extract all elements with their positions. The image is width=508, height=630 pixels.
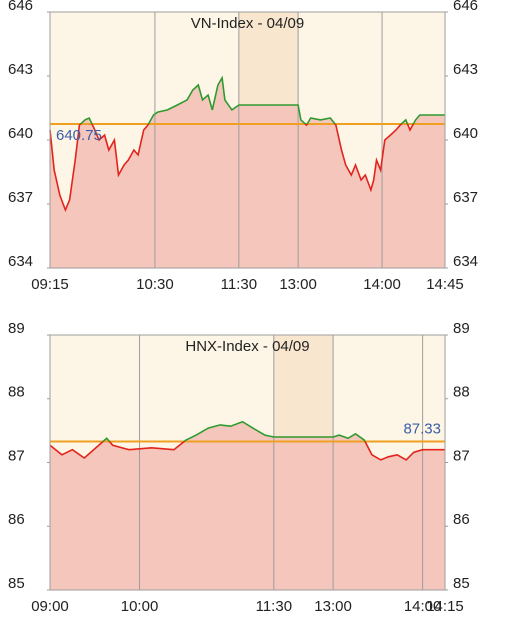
y-tick-label: 87 <box>8 447 25 464</box>
price-line <box>49 420 445 461</box>
x-tick-label: 11:30 <box>256 598 292 615</box>
y-tick-label-right: 86 <box>453 511 470 528</box>
y-tick-label: 88 <box>8 384 25 401</box>
y-tick-label-right: 87 <box>453 447 470 464</box>
y-tick-label-right: 89 <box>453 320 470 337</box>
x-tick-label: 14:15 <box>426 598 464 615</box>
y-tick-label: 89 <box>8 320 25 337</box>
x-tick-label: 09:00 <box>31 598 69 615</box>
x-tick-label: 14:00 <box>363 276 401 293</box>
reference-label: 87.33 <box>403 420 441 437</box>
y-tick-label: 637 <box>8 189 33 206</box>
chart-title: HNX-Index - 04/09 <box>185 338 309 355</box>
y-tick-label-right: 643 <box>453 61 478 78</box>
x-tick-label: 10:30 <box>136 276 174 293</box>
y-tick-label-right: 88 <box>453 384 470 401</box>
area <box>50 77 445 269</box>
y-tick-label-right: 637 <box>453 189 478 206</box>
chart-title: VN-Index - 04/09 <box>191 15 304 32</box>
x-tick-label: 09:15 <box>31 276 69 293</box>
y-tick-label-right: 646 <box>453 0 478 14</box>
x-tick-label: 10:00 <box>121 598 159 615</box>
y-tick-label-right: 85 <box>453 575 470 592</box>
y-tick-label: 640 <box>8 125 33 142</box>
x-tick-label: 14:45 <box>426 276 464 293</box>
y-tick-label-right: 634 <box>453 253 478 270</box>
plot-border <box>49 334 446 591</box>
area <box>50 421 445 590</box>
y-tick-label: 86 <box>8 511 25 528</box>
y-tick-label-right: 640 <box>453 125 478 142</box>
x-tick-label: 14:00 <box>404 598 442 615</box>
y-tick-label: 85 <box>8 575 25 592</box>
x-tick-label: 11:30 <box>221 276 257 293</box>
plot-border <box>49 11 446 269</box>
x-tick-label: 13:00 <box>314 598 352 615</box>
x-tick-label: 13:00 <box>279 276 317 293</box>
price-line <box>49 75 445 213</box>
y-tick-label: 643 <box>8 61 33 78</box>
y-tick-label: 646 <box>8 0 33 14</box>
reference-label: 640.75 <box>56 127 102 144</box>
y-tick-label: 634 <box>8 253 33 270</box>
